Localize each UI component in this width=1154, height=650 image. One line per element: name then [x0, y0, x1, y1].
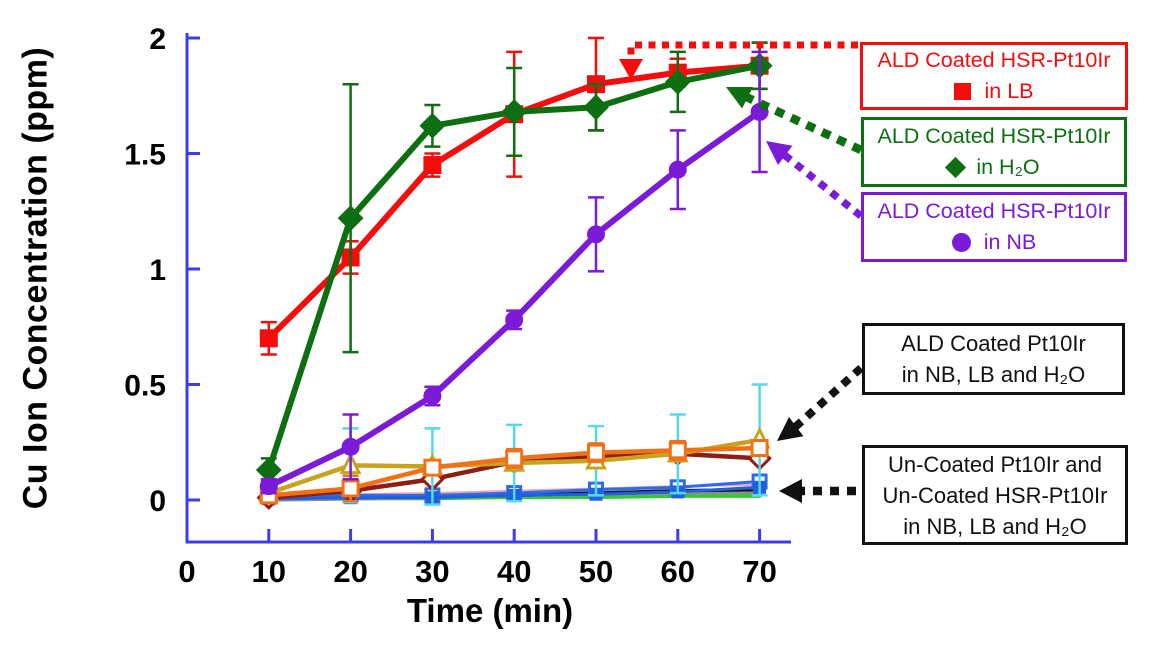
marker-diamond-ald-hsr-h2o — [337, 205, 364, 232]
arrow-to-uncoated-cluster-head — [779, 479, 802, 503]
x-tick-label: 40 — [497, 554, 531, 589]
legend-label: in LB — [984, 79, 1034, 103]
marker-diamond-ald-hsr-h2o — [501, 99, 528, 125]
legend-line: ALD Coated Pt10Ir — [901, 328, 1086, 359]
legend-label: ALD Coated HSR-Pt10Ir — [877, 124, 1111, 148]
marker-circle-ald-hsr-nb — [341, 437, 360, 456]
marker-square-open-ald-pt10ir-orange — [423, 458, 442, 477]
ald-hsr-lb-square-marker-icon — [954, 83, 972, 100]
ald-hsr-nb-circle-marker-icon — [951, 233, 971, 252]
x-tick-label: 10 — [252, 554, 286, 589]
arrow-to-purple-curve-head — [766, 141, 793, 165]
y-tick-label: 0 — [149, 485, 166, 518]
legend-line: in H₂O — [945, 152, 1040, 183]
legend-label: in NB, LB and H₂O — [901, 362, 1086, 387]
legend-line: in NB — [951, 227, 1037, 258]
marker-circle-ald-hsr-nb — [587, 225, 605, 244]
legend-box-ald-hsr-nb: ALD Coated HSR-Pt10Ir in NB — [861, 192, 1127, 262]
legend-label: ALD Coated HSR-Pt10Ir — [877, 48, 1111, 72]
arrow-to-green-curve-head — [726, 87, 753, 109]
legend-box-ald-pt10ir: ALD Coated Pt10Ir in NB, LB and H₂O — [862, 323, 1125, 395]
legend-line: ALD Coated HSR-Pt10Ir — [877, 121, 1110, 152]
legend-line: Un-Coated HSR-Pt10Ir — [883, 480, 1108, 511]
marker-square-ald-hsr-lb — [423, 156, 442, 175]
legend-line: Un-Coated Pt10Ir and — [888, 449, 1102, 480]
legend-line: in NB, LB and H₂O — [903, 511, 1086, 542]
y-tick-label: 1.5 — [124, 139, 166, 172]
arrow-to-ald-pt10ir-cluster-head — [777, 417, 804, 441]
y-tick-label: 1 — [149, 254, 166, 287]
legend-label: in H₂O — [976, 155, 1040, 179]
arrow-to-purple-curve-line — [779, 150, 864, 219]
x-tick-label: 70 — [742, 554, 776, 589]
legend-line: ALD Coated HSR-Pt10Ir — [877, 196, 1110, 227]
y-tick-label: 2 — [149, 23, 166, 56]
legend-line: in LB — [954, 76, 1034, 107]
legend-box-uncoated: Un-Coated Pt10Ir and Un-Coated HSR-Pt10Ir… — [862, 445, 1128, 545]
marker-diamond-ald-hsr-h2o — [583, 94, 609, 121]
marker-diamond-ald-hsr-h2o — [419, 112, 446, 139]
legend-box-ald-hsr-h2o: ALD Coated HSR-Pt10Ir in H₂O — [861, 117, 1127, 187]
marker-circle-ald-hsr-nb — [423, 387, 442, 406]
marker-square-open-ald-pt10ir-orange — [750, 439, 769, 458]
y-tick-label: 0.5 — [124, 370, 166, 403]
x-tick-label: 50 — [579, 554, 613, 589]
marker-square-open-ald-pt10ir-orange — [341, 479, 360, 498]
marker-square-ald-hsr-lb — [259, 329, 278, 348]
arrow-to-ald-pt10ir-cluster-line — [790, 365, 864, 432]
marker-circle-ald-hsr-nb — [668, 160, 687, 179]
legend-label: ALD Coated Pt10Ir — [901, 331, 1086, 356]
arrow-to-red-curve-head — [619, 59, 643, 80]
ald-hsr-h2o-diamond-marker-icon — [945, 156, 967, 179]
x-tick-label: 30 — [415, 554, 449, 589]
arrow-to-green-curve-line — [740, 91, 863, 154]
marker-diamond-ald-hsr-h2o — [664, 69, 691, 95]
x-tick-label: 0 — [178, 554, 195, 589]
x-tick-label: 60 — [661, 554, 695, 589]
legend-label: Un-Coated Pt10Ir and — [887, 451, 1103, 477]
legend-label: in NB — [983, 230, 1037, 254]
marker-square-open-ald-pt10ir-orange — [505, 449, 524, 468]
legend-label: ALD Coated HSR-Pt10Ir — [877, 199, 1111, 223]
x-axis-title: Time (min) — [406, 592, 574, 629]
legend-line: ALD Coated HSR-Pt10Ir — [877, 45, 1110, 76]
arrow-to-red-curve-line — [627, 41, 858, 57]
legend-line: in NB, LB and H₂O — [902, 359, 1085, 390]
x-tick-label: 20 — [333, 554, 367, 589]
marker-square-open-ald-pt10ir-orange — [668, 441, 687, 460]
legend-box-ald-hsr-lb: ALD Coated HSR-Pt10Ir in LB — [860, 42, 1128, 110]
legend-label: Un-Coated HSR-Pt10Ir — [882, 482, 1108, 508]
y-axis-title: Cu Ion Concentration (ppm) — [16, 46, 55, 510]
legend-label: in NB, LB and H₂O — [903, 513, 1087, 539]
marker-square-open-ald-pt10ir-orange — [587, 443, 605, 462]
marker-circle-ald-hsr-nb — [259, 477, 278, 496]
marker-circle-ald-hsr-nb — [505, 310, 524, 329]
